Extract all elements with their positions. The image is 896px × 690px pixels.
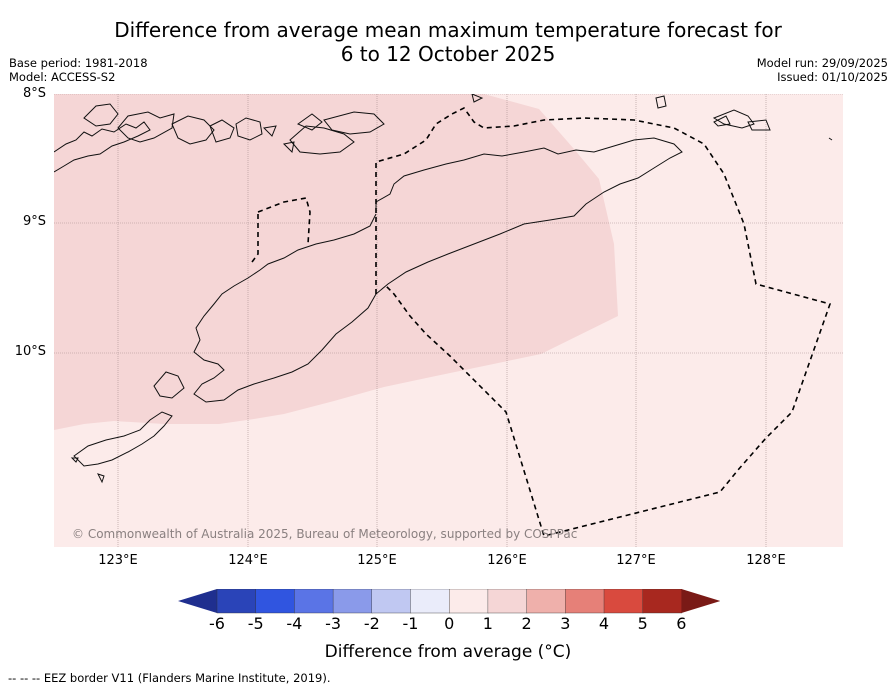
map-panel: © Commonwealth of Australia 2025, Bureau…	[54, 94, 843, 547]
colorbar-cell	[216, 589, 257, 614]
colorbar-cell	[603, 589, 644, 614]
colorbar-cell	[487, 589, 528, 614]
colorbar-cell	[565, 589, 605, 614]
meta-right: Model run: 29/09/2025 Issued: 01/10/2025	[757, 56, 888, 84]
colorbar-tick-label: -1	[402, 614, 419, 633]
colorbar-tick-label: 6	[676, 614, 687, 633]
colorbar-tick-label: 0	[444, 614, 455, 633]
gridlines	[54, 94, 843, 547]
colorbar	[178, 589, 720, 614]
colorbar-tick-label: 5	[637, 614, 648, 633]
colorbar-tick-label: -2	[363, 614, 380, 633]
lon-tick-123e: 123°E	[98, 553, 138, 568]
colorbar-tick-label: 2	[521, 614, 532, 633]
colorbar-cell	[294, 589, 334, 614]
anomaly-1-2-area	[54, 94, 618, 430]
colorbar-tick-label: 3	[560, 614, 571, 633]
colorbar-cell	[526, 589, 567, 614]
coast-east-islands	[655, 95, 667, 109]
lon-tick-127e: 127°E	[616, 553, 656, 568]
coast-north-islands	[54, 121, 151, 173]
colorbar-cell	[255, 589, 296, 614]
colorbar-tick-label: -3	[325, 614, 342, 633]
chart-title: Difference from average mean maximum tem…	[0, 18, 896, 66]
colorbar-extend-high	[681, 589, 720, 613]
lon-tick-126e: 126°E	[487, 553, 527, 568]
colorbar-tick-label: -6	[209, 614, 225, 633]
coast-rote	[193, 213, 377, 403]
colorbar-cell	[332, 589, 373, 614]
colorbar-extend-low	[178, 589, 217, 613]
footnote: -- -- -- EEZ border V11 (Flanders Marine…	[8, 671, 331, 685]
colorbar-tick-label: 1	[482, 614, 493, 633]
issued-date: Issued: 01/10/2025	[777, 70, 888, 84]
copyright-text: © Commonwealth of Australia 2025, Bureau…	[72, 527, 577, 541]
lat-tick-10s: 10°S	[14, 344, 46, 359]
coastlines	[54, 94, 833, 484]
colorbar-cell	[371, 589, 412, 614]
lon-tick-125e: 125°E	[357, 553, 397, 568]
colorbar-cell	[449, 589, 489, 614]
base-period: Base period: 1981-2018	[9, 56, 148, 70]
lon-tick-128e: 128°E	[746, 553, 786, 568]
colorbar-cell	[410, 589, 450, 614]
colorbar-cell	[642, 589, 683, 614]
lat-tick-9s: 9°S	[22, 214, 46, 229]
lon-tick-124e: 124°E	[228, 553, 268, 568]
meta-left: Base period: 1981-2018 Model: ACCESS-S2	[9, 56, 148, 84]
colorbar-title: Difference from average (°C)	[324, 642, 572, 662]
colorbar-tick-label: -5	[247, 614, 264, 633]
title-line-2: 6 to 12 October 2025	[340, 42, 556, 66]
model-run: Model run: 29/09/2025	[756, 56, 888, 70]
colorbar-tick-label: 4	[598, 614, 610, 633]
eez-border	[251, 106, 832, 537]
title-line-1: Difference from average mean maximum tem…	[114, 18, 782, 42]
model-name: Model: ACCESS-S2	[9, 70, 116, 84]
coast-timor	[375, 137, 683, 295]
colorbar-tick-label: -4	[286, 614, 303, 633]
lat-tick-8s: 8°S	[22, 86, 46, 101]
